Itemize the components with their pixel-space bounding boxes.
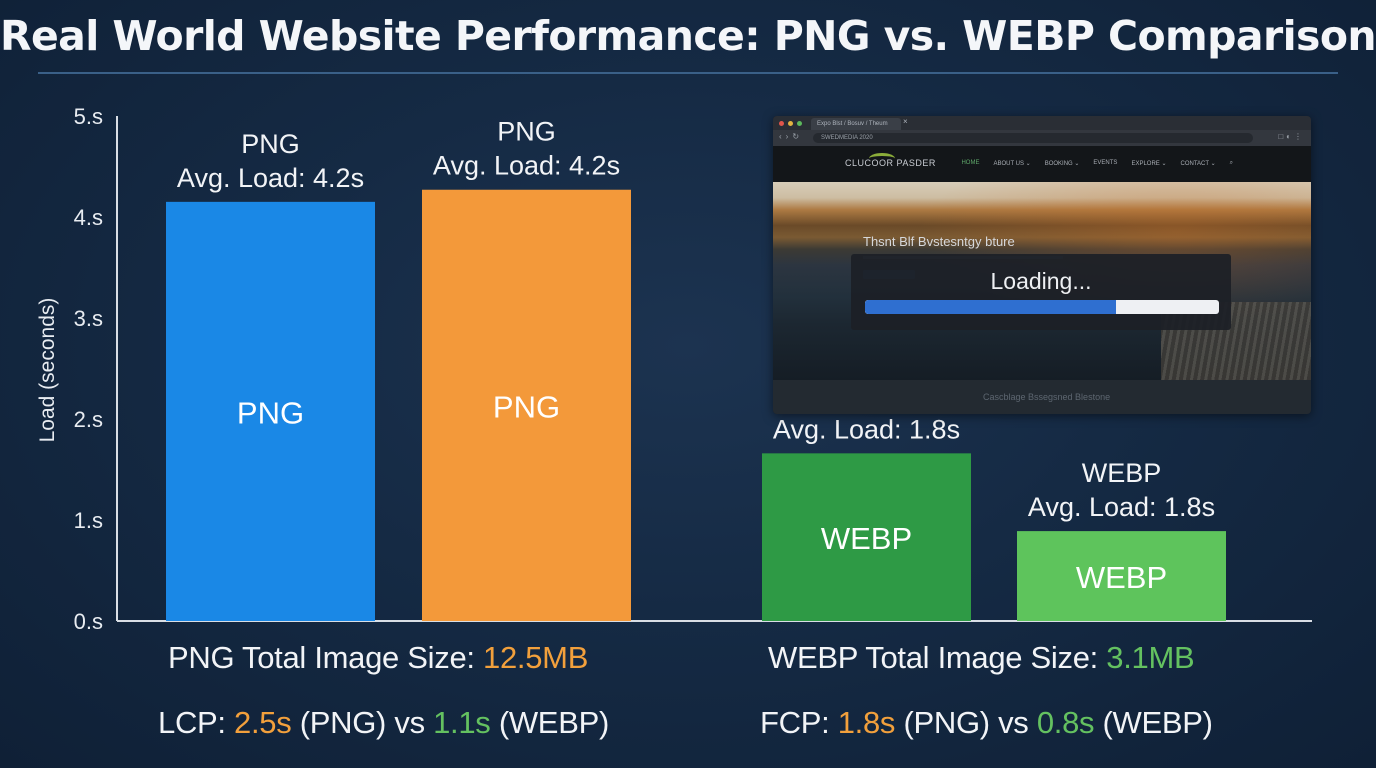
png-total-size: PNG Total Image Size: 12.5MB — [168, 640, 588, 676]
page-title: Real World Website Performance: PNG vs. … — [0, 12, 1376, 60]
bar-inner-label: PNG — [237, 395, 304, 430]
site-nav-item[interactable]: BOOKING ⌄ — [1044, 161, 1080, 167]
lcp-png-value: 2.5s — [234, 705, 292, 740]
browser-screenshot: Expo Blst / Bosuv / Theum Bauaut × ‹›↻ S… — [773, 116, 1311, 414]
title-divider — [38, 72, 1338, 74]
bar-annotation-value: Avg. Load: 4.2s — [177, 163, 364, 193]
site-logo-arc-icon — [869, 153, 895, 164]
y-tick-label: 1.s — [74, 508, 103, 533]
maximize-window-dot-icon[interactable] — [797, 121, 802, 126]
hero-title: Thsnt Blf Bvstesntgy bture — [863, 234, 1015, 249]
bar-inner-label: PNG — [493, 389, 560, 424]
site-nav-item[interactable]: HOME — [961, 160, 980, 166]
minimize-window-dot-icon[interactable] — [788, 121, 793, 126]
webp-size-value: 3.1MB — [1106, 640, 1195, 675]
lcp-webp-value: 1.1s — [433, 705, 491, 740]
webp-size-label: WEBP Total Image Size: — [768, 640, 1107, 675]
lcp-stat: LCP: 2.5s (PNG) vs 1.1s (WEBP) — [158, 705, 609, 741]
site-logo[interactable]: CLUCOOR PASDER — [845, 158, 936, 168]
site-nav-item[interactable]: ABOUT US ⌄ — [993, 161, 1031, 167]
fcp-png-value: 1.8s — [837, 705, 896, 740]
bar-annotation-title: WEBP — [1082, 458, 1162, 488]
lcp-label: LCP: — [158, 705, 235, 740]
bar-inner-label: WEBP — [1076, 560, 1167, 595]
png-size-label: PNG Total Image Size: — [168, 640, 484, 675]
browser-tab-bar: Expo Blst / Bosuv / Theum Bauaut × — [773, 116, 1311, 139]
bar — [422, 189, 631, 622]
fcp-label: FCP: — [760, 705, 838, 740]
url-field[interactable]: SWEDMEDIA 2020 — [813, 133, 1253, 143]
y-tick-label: 3.s — [74, 306, 103, 331]
bar — [1017, 531, 1226, 621]
close-window-dot-icon[interactable] — [779, 121, 784, 126]
png-size-value: 12.5MB — [483, 640, 589, 675]
progress-fill — [865, 300, 1117, 314]
bar-inner-label: WEBP — [821, 521, 912, 556]
webp-total-size: WEBP Total Image Size: 3.1MB — [768, 640, 1195, 676]
bar-annotation-title: PNG — [241, 129, 300, 159]
browser-nav-icons[interactable]: ‹›↻ — [779, 132, 804, 141]
bar-annotation-value: Avg. Load: 4.2s — [433, 151, 620, 181]
site-nav: HOME ABOUT US ⌄ BOOKING ⌄ EVENTS EXPLORE… — [961, 160, 1233, 167]
progress-bar — [865, 300, 1219, 314]
y-tick-label: 2.s — [74, 407, 103, 432]
browser-tab[interactable]: Expo Blst / Bosuv / Theum Bauaut — [811, 118, 901, 139]
site-nav-item[interactable]: EVENTS — [1093, 160, 1118, 166]
browser-address-bar: ‹›↻ SWEDMEDIA 2020 □◐⋮ — [773, 130, 1311, 146]
bar — [762, 453, 971, 621]
y-axis-label: Load (seconds) — [36, 298, 59, 443]
site-header: CLUCOOR PASDER HOME ABOUT US ⌄ BOOKING ⌄… — [773, 146, 1311, 182]
fcp-png-tag: (PNG) vs — [895, 705, 1037, 740]
y-tick-label: 0.s — [74, 609, 103, 634]
site-search-icon[interactable]: ⌕ — [1229, 160, 1233, 166]
bar — [166, 201, 375, 621]
bar-annotation-value: Avg. Load: 1.8s — [1028, 492, 1215, 522]
browser-menu-icons[interactable]: □◐⋮ — [1278, 132, 1305, 141]
loading-text: Loading... — [990, 268, 1092, 294]
lcp-webp-tag: (WEBP) — [490, 705, 609, 740]
site-nav-item[interactable]: EXPLORE ⌄ — [1131, 161, 1167, 167]
loading-overlay: Loading... — [851, 254, 1231, 330]
lcp-png-tag: (PNG) vs — [291, 705, 434, 740]
site-nav-item[interactable]: CONTACT ⌄ — [1180, 161, 1216, 167]
fcp-webp-value: 0.8s — [1036, 705, 1095, 740]
footer-text: Cascblage Bssegsned Blestone — [983, 392, 1111, 402]
bar-annotation-value: Avg. Load: 1.8s — [773, 414, 960, 444]
bar-annotation-title: PNG — [497, 117, 556, 147]
y-tick-label: 5.s — [74, 104, 103, 129]
fcp-stat: FCP: 1.8s (PNG) vs 0.8s (WEBP) — [760, 705, 1213, 741]
fcp-webp-tag: (WEBP) — [1094, 705, 1213, 740]
site-footer: Cascblage Bssegsned Blestone — [773, 380, 1311, 414]
new-tab-icon[interactable]: × — [903, 117, 908, 126]
y-tick-label: 4.s — [74, 205, 103, 230]
